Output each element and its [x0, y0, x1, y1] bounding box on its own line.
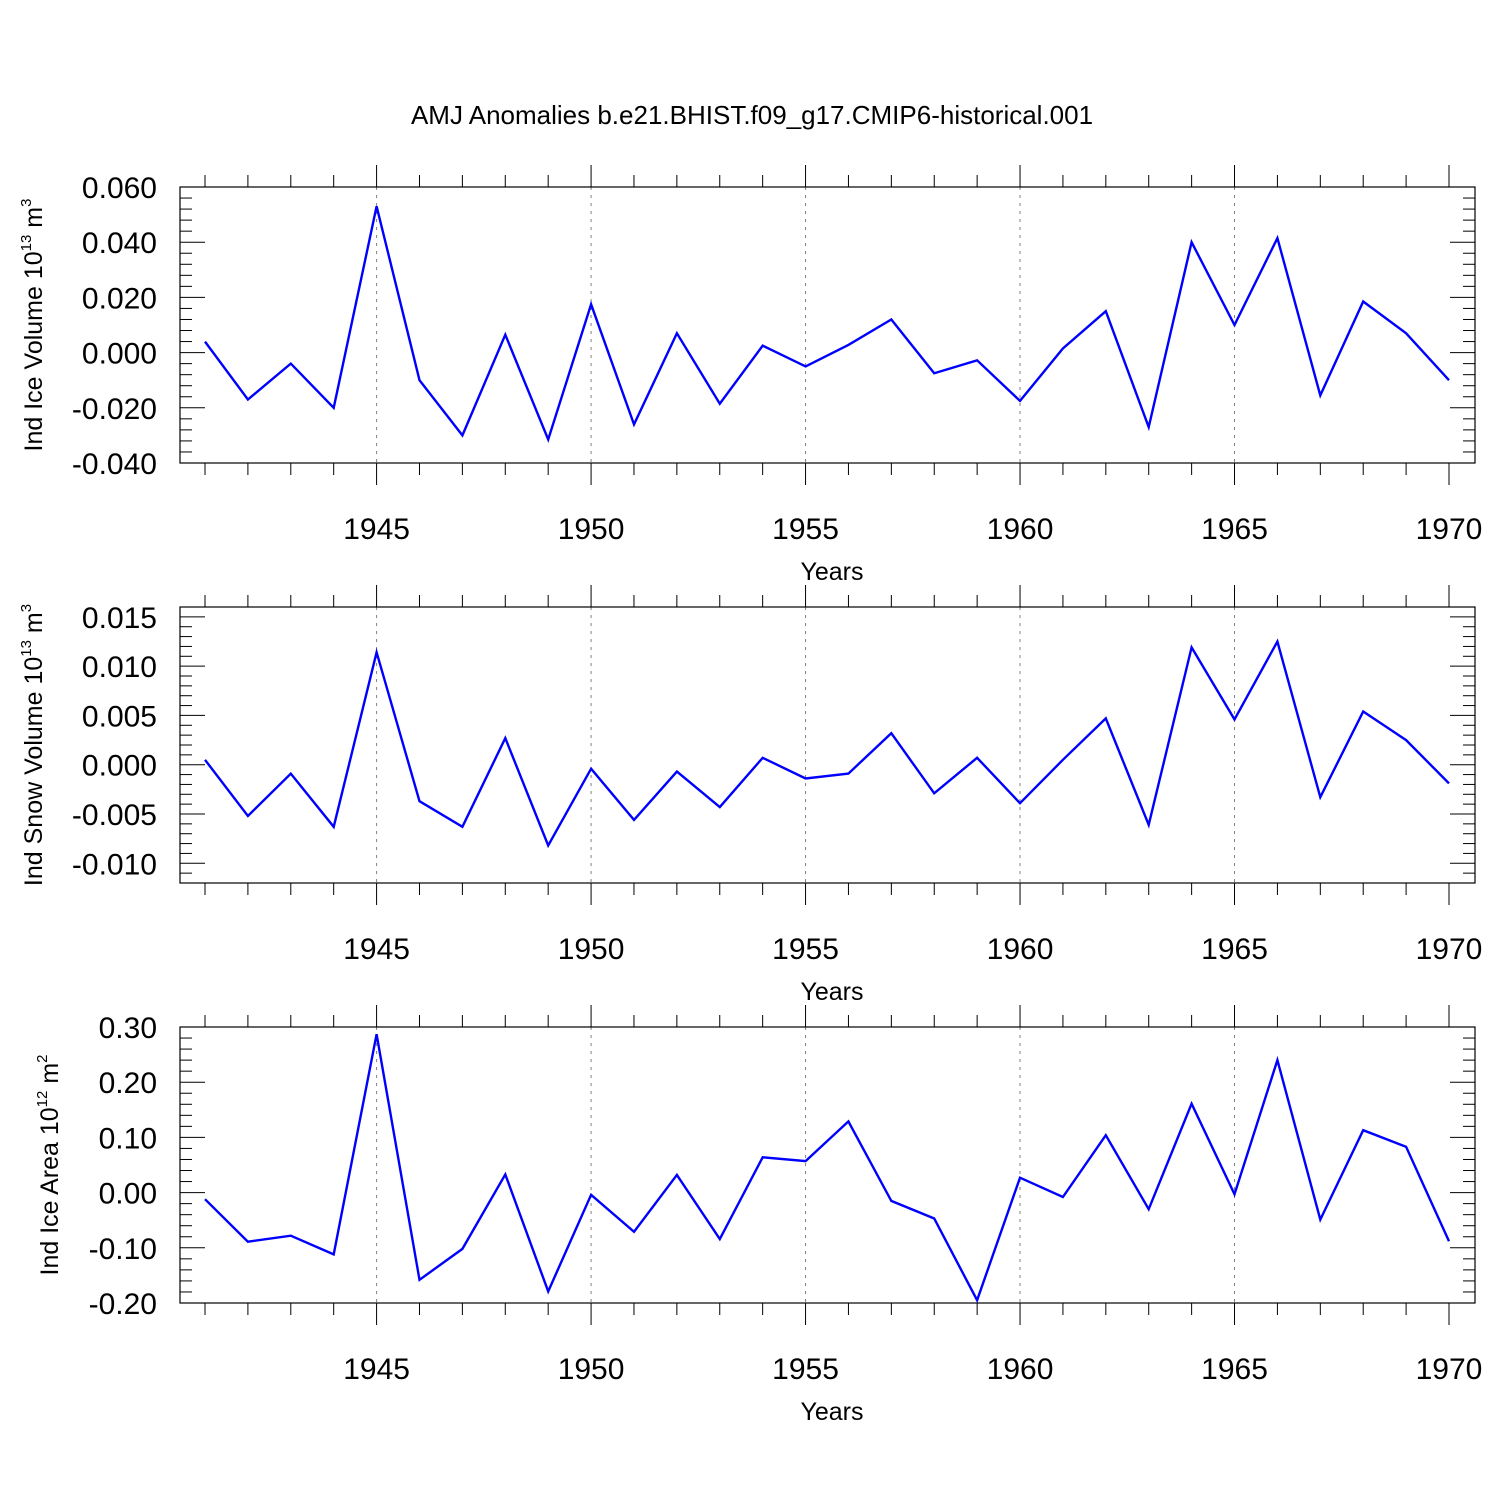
snow-volume-ytick-label: 0.005 — [82, 700, 157, 733]
ice-area-ytick-label: -0.20 — [89, 1288, 157, 1321]
ice-area-ytick-label: 0.10 — [99, 1122, 157, 1155]
ice-area-xtick-label: 1955 — [772, 1353, 839, 1386]
ice-volume-xtick-label: 1945 — [343, 513, 410, 546]
snow-volume-xtick-label: 1970 — [1416, 933, 1483, 966]
ice-area-yaxis-label: Ind Ice Area 1012 m2 — [34, 1055, 64, 1276]
ice-volume-xtick-label: 1960 — [987, 513, 1054, 546]
ice-area-ytick-label: 0.00 — [99, 1178, 157, 1211]
ice-volume-xaxis-label: Years — [800, 558, 863, 586]
ice-area-panel: -0.20 -0.10 0.00 0.10 0.20 0.30 1945 1950 1955 19… — [34, 1005, 1482, 1426]
snow-volume-xtick-label: 1950 — [558, 933, 625, 966]
ice-volume-ytick-label: -0.020 — [72, 393, 157, 426]
ice-volume-xtick-label: 1965 — [1201, 513, 1268, 546]
ice-area-axes-frame — [179, 1026, 1476, 1304]
ice-area-xtick-label: 1945 — [343, 1353, 410, 1386]
ice-area-series-line — [204, 1033, 1451, 1304]
snow-volume-series-line — [204, 638, 1450, 849]
snow-volume-xtick-label: 1960 — [987, 933, 1054, 966]
snow-volume-ytick-label: 0.000 — [82, 750, 157, 783]
ice-volume-panel: -0.040 -0.020 0.000 0.020 0.040 0.060 1945 1950… — [18, 165, 1482, 586]
ice-area-ytick-label: -0.10 — [89, 1233, 157, 1266]
ice-volume-ytick-label: 0.020 — [82, 282, 157, 315]
ice-volume-axes-frame — [179, 186, 1476, 464]
snow-volume-ytick-label: -0.010 — [72, 848, 157, 881]
snow-volume-ytick-label: 0.015 — [82, 602, 157, 635]
snow-volume-xtick-label: 1965 — [1201, 933, 1268, 966]
snow-volume-ytick-label: -0.005 — [72, 799, 157, 832]
ice-volume-ytick-label: -0.040 — [72, 448, 157, 481]
snow-volume-xtick-label: 1955 — [772, 933, 839, 966]
snow-volume-panel: -0.010 -0.005 0.000 0.005 0.010 0.015 1945 1950… — [18, 585, 1482, 1006]
snow-volume-xaxis-label: Years — [800, 978, 863, 1006]
snow-volume-ytick-label: 0.010 — [82, 651, 157, 684]
ice-area-ytick-label: 0.30 — [99, 1012, 157, 1045]
ice-volume-xtick-label: 1950 — [558, 513, 625, 546]
ice-area-xaxis-label: Years — [800, 1398, 863, 1426]
ice-area-xtick-label: 1950 — [558, 1353, 625, 1386]
ice-volume-xtick-label: 1970 — [1416, 513, 1483, 546]
snow-volume-axes-frame — [179, 606, 1476, 884]
ice-volume-ytick-label: 0.000 — [82, 338, 157, 371]
ice-area-xtick-label: 1965 — [1201, 1353, 1268, 1386]
snow-volume-yaxis-label: Ind Snow Volume 1013 m3 — [18, 604, 48, 886]
ice-volume-ytick-label: 0.040 — [82, 227, 157, 260]
ice-area-xtick-label: 1960 — [987, 1353, 1054, 1386]
figure-title: AMJ Anomalies b.e21.BHIST.f09_g17.CMIP6-… — [411, 100, 1093, 130]
ice-volume-yaxis-label: Ind Ice Volume 1013 m3 — [18, 199, 48, 452]
snow-volume-xtick-label: 1945 — [343, 933, 410, 966]
ice-volume-xtick-label: 1955 — [772, 513, 839, 546]
ice-area-xtick-label: 1970 — [1416, 1353, 1483, 1386]
ice-volume-ytick-label: 0.060 — [82, 172, 157, 205]
ice-volume-series-line — [204, 206, 1450, 444]
ice-area-ytick-label: 0.20 — [99, 1067, 157, 1100]
